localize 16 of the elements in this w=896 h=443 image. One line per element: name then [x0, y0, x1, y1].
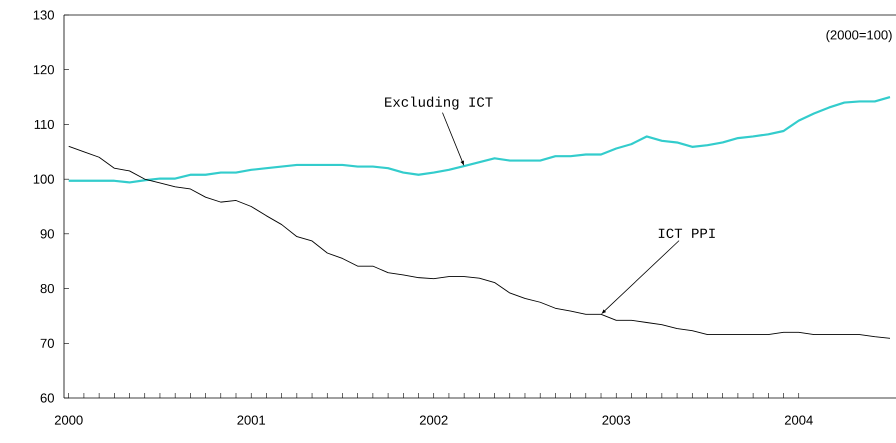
y-tick-label: 100 — [34, 174, 54, 184]
x-tick-label: 2003 — [602, 416, 630, 425]
y-tick-label: 110 — [34, 120, 54, 130]
x-tick-label: 2000 — [54, 416, 83, 425]
annotation: ICT PPI — [658, 228, 715, 238]
annotation: (2000=100) — [826, 30, 892, 42]
y-tick-label: 120 — [34, 65, 54, 74]
x-tick-label: 2001 — [237, 416, 266, 425]
y-tick-label: 130 — [34, 10, 54, 20]
annotation: Excluding ICT — [385, 96, 493, 110]
x-tick-label: 2002 — [420, 416, 448, 425]
y-tick-label: 90 — [40, 229, 54, 238]
y-tick-label: 70 — [40, 338, 54, 348]
y-tick-label: 80 — [40, 284, 54, 294]
x-tick-label: 2004 — [784, 416, 813, 425]
y-tick-label: 60 — [40, 393, 54, 403]
